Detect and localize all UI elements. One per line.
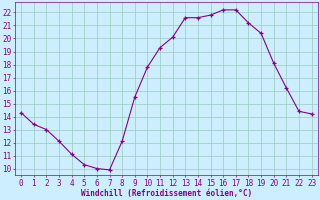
X-axis label: Windchill (Refroidissement éolien,°C): Windchill (Refroidissement éolien,°C) — [81, 189, 252, 198]
